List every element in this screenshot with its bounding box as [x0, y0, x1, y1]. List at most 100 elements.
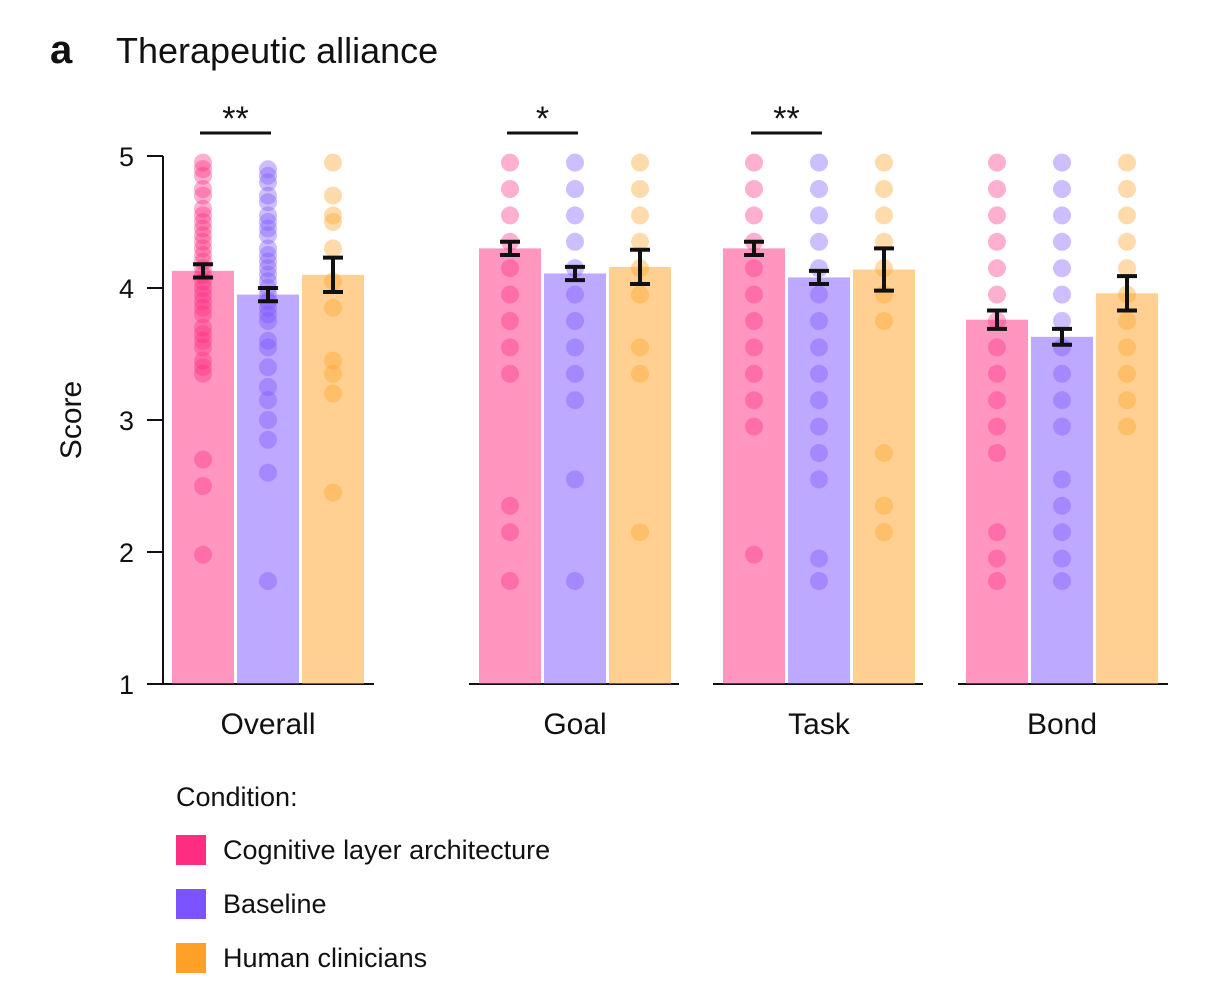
y-tick-label-3: 3 [119, 406, 134, 436]
bar-task-human-clinicians [853, 269, 915, 684]
point-goal-baseline-0 [566, 153, 584, 172]
point-task-baseline-11 [810, 444, 828, 462]
point-overall-human-clinicians-9 [324, 384, 342, 403]
point-task-human-clinicians-1 [875, 180, 893, 198]
point-overall-cognitive-layer-architecture-28 [194, 364, 212, 383]
point-bond-human-clinicians-8 [1118, 364, 1136, 383]
point-task-baseline-8 [810, 364, 828, 383]
point-overall-human-clinicians-7 [324, 351, 342, 370]
panel-label: a [50, 28, 73, 72]
point-overall-cognitive-layer-architecture-23 [194, 325, 212, 344]
y-tick-label-2: 2 [119, 538, 134, 568]
legend-swatch-human-clinicians [176, 943, 206, 973]
point-bond-cognitive-layer-architecture-8 [988, 364, 1006, 383]
point-goal-human-clinicians-5 [631, 285, 649, 304]
y-tick-label-4: 4 [119, 274, 134, 304]
legend-item-cognitive: Cognitive layer architecture [176, 823, 550, 877]
point-goal-baseline-10 [566, 470, 584, 489]
point-bond-human-clinicians-10 [1118, 417, 1136, 436]
point-goal-baseline-11 [566, 572, 584, 591]
point-overall-human-clinicians-10 [324, 483, 342, 502]
point-overall-cognitive-layer-architecture-26 [194, 351, 212, 370]
point-task-baseline-9 [810, 391, 828, 410]
point-goal-human-clinicians-7 [631, 364, 649, 383]
point-overall-human-clinicians-2 [324, 206, 342, 225]
bar-goal-cognitive-layer-architecture [479, 248, 541, 684]
point-overall-cognitive-layer-architecture-11 [194, 239, 212, 258]
point-overall-cognitive-layer-architecture-21 [194, 305, 212, 324]
point-goal-baseline-8 [566, 364, 584, 383]
point-task-cognitive-layer-architecture-8 [745, 364, 763, 383]
point-overall-cognitive-layer-architecture-29 [194, 450, 212, 469]
point-overall-baseline-6 [259, 213, 277, 231]
point-overall-cognitive-layer-architecture-3 [194, 180, 212, 198]
bar-goal-human-clinicians [609, 266, 671, 684]
bar-goal-baseline [544, 273, 606, 684]
point-goal-cognitive-layer-architecture-8 [501, 364, 519, 383]
legend-item-human-clinicians: Human clinicians [176, 931, 550, 985]
point-overall-baseline-25 [259, 391, 277, 410]
point-goal-human-clinicians-8 [631, 523, 649, 542]
point-bond-cognitive-layer-architecture-10 [988, 417, 1006, 436]
point-task-baseline-6 [810, 312, 828, 330]
legend-label-cognitive: Cognitive layer architecture [223, 834, 551, 865]
point-overall-baseline-7 [259, 219, 277, 238]
point-task-baseline-0 [810, 153, 828, 172]
point-overall-baseline-12 [259, 259, 277, 278]
point-bond-baseline-0 [1053, 153, 1071, 172]
point-task-human-clinicians-2 [875, 206, 893, 225]
legend-swatch-baseline [176, 889, 206, 919]
point-overall-cognitive-layer-architecture-30 [194, 477, 212, 495]
point-overall-cognitive-layer-architecture-9 [194, 226, 212, 245]
legend-swatch-cognitive [176, 835, 206, 865]
point-goal-baseline-6 [566, 312, 584, 330]
point-task-human-clinicians-9 [875, 523, 893, 542]
point-overall-cognitive-layer-architecture-17 [194, 279, 212, 297]
point-task-cognitive-layer-architecture-4 [745, 259, 763, 278]
point-task-baseline-10 [810, 417, 828, 436]
point-overall-cognitive-layer-architecture-1 [194, 160, 212, 179]
point-overall-human-clinicians-1 [324, 186, 342, 205]
point-task-cognitive-layer-architecture-2 [745, 206, 763, 225]
point-task-baseline-14 [810, 572, 828, 591]
point-overall-cognitive-layer-architecture-31 [194, 545, 212, 564]
point-overall-cognitive-layer-architecture-0 [194, 153, 212, 172]
point-task-baseline-5 [810, 285, 828, 304]
point-task-baseline-3 [810, 232, 828, 251]
point-overall-cognitive-layer-architecture-8 [194, 219, 212, 238]
point-bond-baseline-15 [1053, 572, 1071, 591]
point-overall-baseline-23 [259, 358, 277, 377]
point-bond-cognitive-layer-architecture-7 [988, 338, 1006, 357]
point-overall-baseline-4 [259, 193, 277, 212]
point-goal-human-clinicians-1 [631, 180, 649, 198]
point-bond-cognitive-layer-architecture-12 [988, 523, 1006, 542]
point-task-cognitive-layer-architecture-10 [745, 417, 763, 436]
point-goal-human-clinicians-6 [631, 338, 649, 357]
point-overall-baseline-24 [259, 378, 277, 396]
point-task-cognitive-layer-architecture-9 [745, 391, 763, 410]
point-overall-baseline-22 [259, 338, 277, 357]
point-overall-baseline-9 [259, 239, 277, 258]
point-goal-human-clinicians-3 [631, 232, 649, 251]
point-overall-cognitive-layer-architecture-5 [194, 199, 212, 218]
point-bond-cognitive-layer-architecture-2 [988, 206, 1006, 225]
point-overall-baseline-28 [259, 463, 277, 482]
point-bond-cognitive-layer-architecture-0 [988, 153, 1006, 172]
point-bond-cognitive-layer-architecture-3 [988, 232, 1006, 251]
bar-overall-baseline [237, 294, 299, 684]
point-overall-baseline-14 [259, 272, 277, 291]
point-overall-human-clinicians-0 [324, 153, 342, 172]
point-task-baseline-1 [810, 180, 828, 198]
point-overall-human-clinicians-3 [324, 213, 342, 231]
point-overall-human-clinicians-4 [324, 239, 342, 258]
point-overall-baseline-21 [259, 331, 277, 350]
point-overall-cognitive-layer-architecture-20 [194, 298, 212, 317]
point-task-cognitive-layer-architecture-1 [745, 180, 763, 198]
point-bond-cognitive-layer-architecture-11 [988, 444, 1006, 462]
bar-task-baseline [788, 277, 850, 684]
bar-bond-baseline [1031, 336, 1093, 684]
point-bond-cognitive-layer-architecture-13 [988, 549, 1006, 568]
category-label-bond: Bond [1027, 708, 1097, 741]
point-task-human-clinicians-8 [875, 496, 893, 515]
